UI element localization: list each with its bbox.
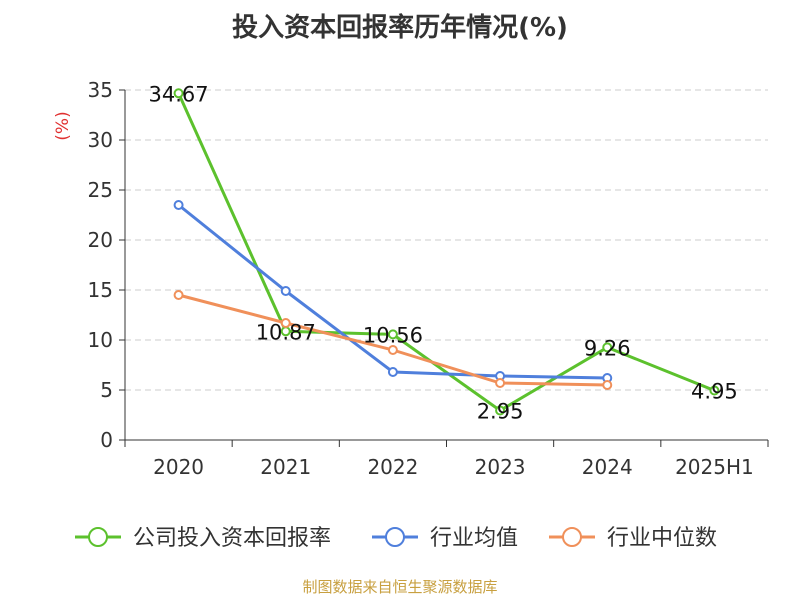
data-point	[173, 200, 184, 210]
y-tick-label: 0	[100, 428, 113, 452]
y-axis-unit-label: (%)	[53, 111, 73, 140]
data-point	[709, 385, 720, 396]
data-point	[387, 345, 398, 355]
series-3	[173, 290, 613, 390]
data-point	[173, 290, 184, 300]
data-point	[387, 329, 398, 340]
data-label: 4.95	[691, 380, 738, 404]
legend-marker	[562, 527, 582, 547]
legend-item-3: 行业中位数	[549, 526, 717, 551]
data-point	[280, 286, 291, 296]
y-tick-label: 35	[88, 78, 113, 102]
y-tick-label: 30	[88, 128, 113, 152]
axes: 0 5 10 15 20 25 30 35 2020 2021 2022 2023 2024 2025H1	[88, 78, 769, 479]
data-point	[173, 88, 184, 99]
legend-item-2: 行业均值	[372, 526, 518, 551]
data-label: 9.26	[584, 336, 631, 360]
legend-label: 公司投入资本回报率	[133, 526, 331, 551]
x-tick-label: 2020	[153, 455, 204, 479]
data-point	[602, 380, 613, 390]
legend: 公司投入资本回报率 行业均值 行业中位数	[75, 526, 717, 551]
series-layer	[173, 88, 720, 416]
data-labels: 34.67 10.87 10.56 2.95 9.26 4.95	[149, 82, 738, 423]
data-label: 10.56	[363, 323, 423, 347]
data-point	[280, 318, 291, 328]
legend-item-1: 公司投入资本回报率	[75, 526, 331, 551]
data-label: 34.67	[149, 82, 209, 106]
y-tick-label: 15	[88, 278, 113, 302]
series-2	[173, 200, 613, 383]
x-tick-label: 2023	[475, 455, 526, 479]
data-point	[495, 378, 506, 388]
legend-marker	[88, 527, 108, 547]
grid-lines	[125, 89, 768, 391]
series-1	[173, 88, 720, 416]
series-line	[177, 92, 715, 412]
y-tick-label: 10	[88, 328, 113, 352]
data-label: 2.95	[477, 400, 524, 424]
data-point	[495, 405, 506, 416]
legend-label: 行业均值	[430, 526, 518, 551]
chart-title: 投入资本回报率历年情况(%)	[232, 12, 568, 43]
legend-marker	[385, 527, 405, 547]
y-tick-label: 25	[88, 178, 113, 202]
x-tick-label: 2022	[367, 455, 418, 479]
legend-label: 行业中位数	[607, 526, 717, 551]
y-tick-label: 20	[88, 228, 113, 252]
data-label: 10.87	[256, 320, 316, 344]
y-tick-label: 5	[100, 378, 113, 402]
data-point	[387, 367, 398, 377]
data-point	[602, 342, 613, 353]
x-tick-label: 2024	[582, 455, 633, 479]
x-tick-label: 2025H1	[675, 455, 754, 479]
source-note: 制图数据来自恒生聚源数据库	[302, 578, 497, 596]
x-tick-label: 2021	[260, 455, 311, 479]
